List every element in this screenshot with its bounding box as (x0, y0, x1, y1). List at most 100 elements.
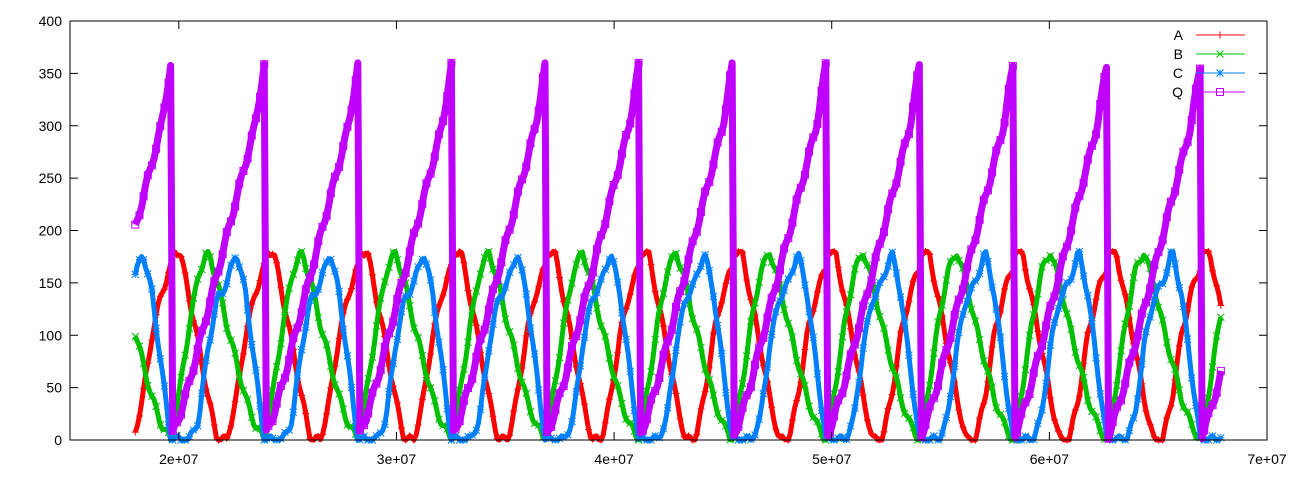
data-point-A (593, 432, 601, 440)
data-point-Q (218, 250, 227, 259)
data-point-A (880, 428, 888, 436)
data-point-C (1083, 291, 1092, 300)
data-point-C (988, 283, 996, 292)
data-point-Q (888, 189, 897, 198)
data-point-C (713, 321, 722, 330)
data-point-C (389, 359, 398, 368)
data-point-C (959, 310, 967, 319)
data-point-B (1088, 407, 1096, 416)
data-point-Q (696, 208, 705, 217)
data-point-Q (409, 228, 418, 237)
data-point-Q (742, 391, 751, 400)
legend-marker-C (1216, 69, 1224, 77)
data-point-A (660, 322, 668, 330)
data-point-Q (260, 60, 269, 69)
data-point-Q (318, 222, 327, 231)
data-point-A (506, 431, 514, 439)
data-point-Q (197, 326, 206, 335)
data-point-C (672, 346, 680, 355)
data-point-A (813, 288, 821, 296)
data-point-A (801, 346, 809, 354)
data-point-A (1117, 276, 1125, 284)
data-point-B (1208, 363, 1217, 371)
data-point-B (992, 403, 1001, 412)
data-point-C (717, 349, 726, 358)
data-point-C (742, 432, 751, 441)
data-point-Q (264, 421, 273, 430)
data-point-C (755, 415, 764, 423)
data-point-Q (588, 268, 597, 277)
data-point-Q (172, 418, 181, 427)
data-point-B (580, 257, 589, 266)
data-point-Q (563, 363, 572, 372)
data-point-Q (339, 141, 348, 150)
data-point-C (701, 250, 709, 259)
data-point-Q (1204, 408, 1213, 417)
data-point-C (663, 403, 672, 412)
data-point-Q (855, 324, 864, 333)
data-point-Q (796, 183, 805, 192)
data-point-Q (285, 355, 294, 364)
data-point-A (456, 248, 464, 256)
data-point-Q (701, 187, 710, 196)
data-point-A (140, 384, 148, 392)
data-point-A (535, 282, 543, 290)
data-point-A (651, 288, 659, 296)
data-point-B (796, 369, 805, 378)
data-point-A (1163, 414, 1171, 422)
data-point-B (1204, 394, 1213, 403)
data-point-Q (638, 427, 647, 436)
data-point-Q (676, 287, 685, 296)
data-point-C (214, 289, 223, 298)
data-point-A (1092, 295, 1100, 303)
data-point-B (767, 258, 776, 266)
data-point-C (859, 344, 868, 352)
data-point-Q (551, 406, 560, 415)
data-point-C (1183, 335, 1192, 343)
data-point-B (380, 277, 389, 286)
data-point-C (526, 324, 535, 333)
data-point-B (697, 343, 705, 352)
data-point-B (281, 307, 289, 316)
axes-layer: 0 50 100 150 200 250 300 350 400 2e+07 3e+07 4e+07 5… (39, 13, 1287, 467)
data-point-C (992, 305, 1001, 313)
data-point-B (231, 349, 239, 358)
data-point-B (930, 349, 938, 358)
data-point-A (605, 395, 613, 403)
data-point-B (414, 333, 422, 342)
data-point-A (1150, 433, 1158, 441)
y-tick-label: 200 (39, 223, 63, 239)
data-point-Q (879, 228, 888, 237)
data-point-A (955, 406, 963, 414)
data-point-Q (721, 105, 730, 114)
data-point-C (347, 383, 356, 392)
data-point-C (892, 269, 901, 277)
data-point-C (979, 250, 988, 259)
data-point-A (1055, 427, 1063, 435)
data-point-A (464, 286, 472, 294)
data-point-A (269, 250, 277, 258)
data-point-Q (343, 122, 352, 131)
data-point-Q (389, 317, 398, 326)
data-point-A (1188, 283, 1196, 291)
data-point-A (647, 260, 655, 268)
data-point-B (763, 251, 772, 260)
data-point-Q (1166, 197, 1175, 206)
data-point-B (389, 248, 398, 257)
data-point-Q (1000, 118, 1009, 127)
series-thin-line-C (134, 250, 1222, 442)
data-point-Q (767, 293, 776, 302)
data-point-B (177, 373, 185, 382)
data-point-Q (372, 379, 381, 388)
data-point-B (501, 315, 510, 323)
data-point-C (451, 432, 460, 440)
data-point-B (181, 351, 190, 360)
data-point-Q (805, 147, 814, 156)
data-point-B (193, 275, 202, 283)
data-point-C (1162, 268, 1171, 277)
data-point-C (164, 421, 173, 429)
data-point-B (801, 381, 809, 390)
y-tick-label: 400 (39, 13, 63, 29)
data-point-C (505, 268, 514, 277)
data-point-B (1154, 303, 1163, 311)
